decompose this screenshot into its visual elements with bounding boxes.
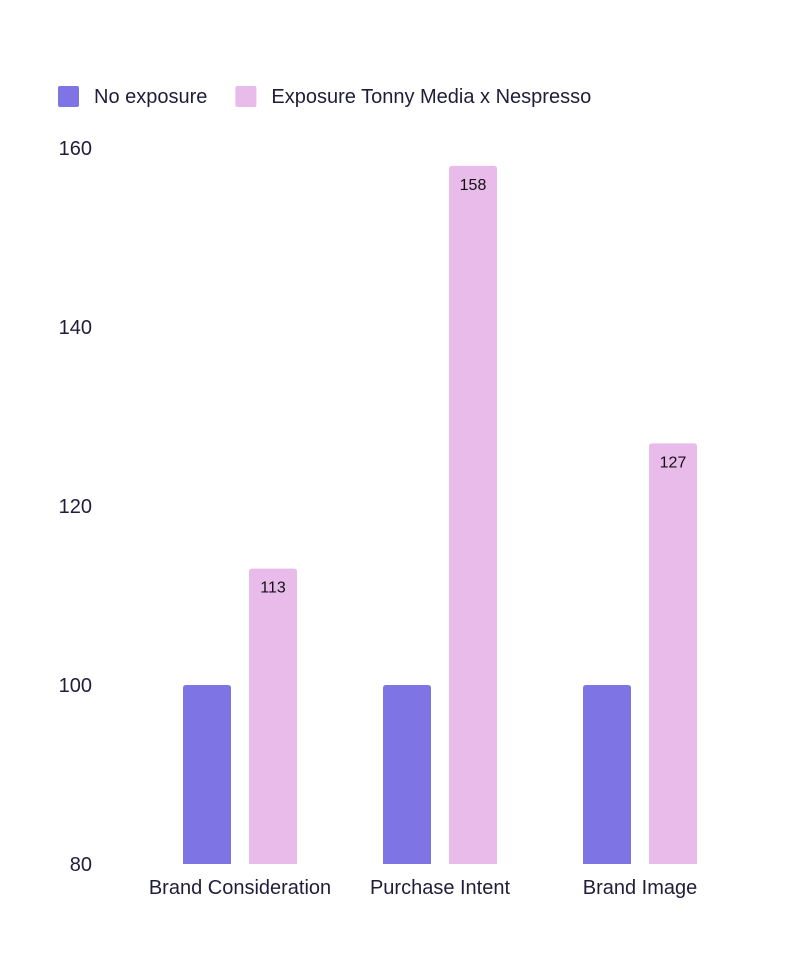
data-label: 158 bbox=[460, 177, 487, 194]
bar-1-2 bbox=[649, 443, 697, 864]
bar-0-0 bbox=[183, 685, 231, 864]
bars bbox=[183, 165, 697, 864]
legend-label-1: Exposure Tonny Media x Nespresso bbox=[271, 86, 591, 108]
bar-0-2 bbox=[583, 685, 631, 864]
bar-1-1 bbox=[449, 165, 497, 864]
legend-swatch-1 bbox=[235, 86, 257, 107]
x-category-label: Brand Consideration bbox=[149, 877, 331, 899]
x-axis: Brand Consideration Purchase Intent Brand … bbox=[149, 877, 697, 899]
x-category-label: Purchase Intent bbox=[370, 877, 511, 899]
y-tick-label: 80 bbox=[70, 854, 92, 876]
data-label: 127 bbox=[660, 454, 687, 471]
data-labels: 113 158 127 bbox=[260, 177, 686, 597]
legend: No exposure Exposure Tonny Media x Nespre… bbox=[58, 86, 591, 108]
y-tick-label: 100 bbox=[59, 675, 92, 697]
legend-swatch-0 bbox=[58, 86, 79, 107]
bar-0-1 bbox=[383, 685, 431, 864]
x-category-label: Brand Image bbox=[583, 877, 698, 899]
legend-label-0: No exposure bbox=[94, 86, 207, 108]
y-axis: 80 100 120 140 160 bbox=[59, 138, 92, 876]
y-tick-label: 160 bbox=[59, 138, 92, 160]
data-label: 113 bbox=[260, 580, 286, 597]
y-tick-label: 140 bbox=[59, 317, 92, 339]
y-tick-label: 120 bbox=[59, 496, 92, 518]
bar-1-0 bbox=[249, 568, 297, 864]
